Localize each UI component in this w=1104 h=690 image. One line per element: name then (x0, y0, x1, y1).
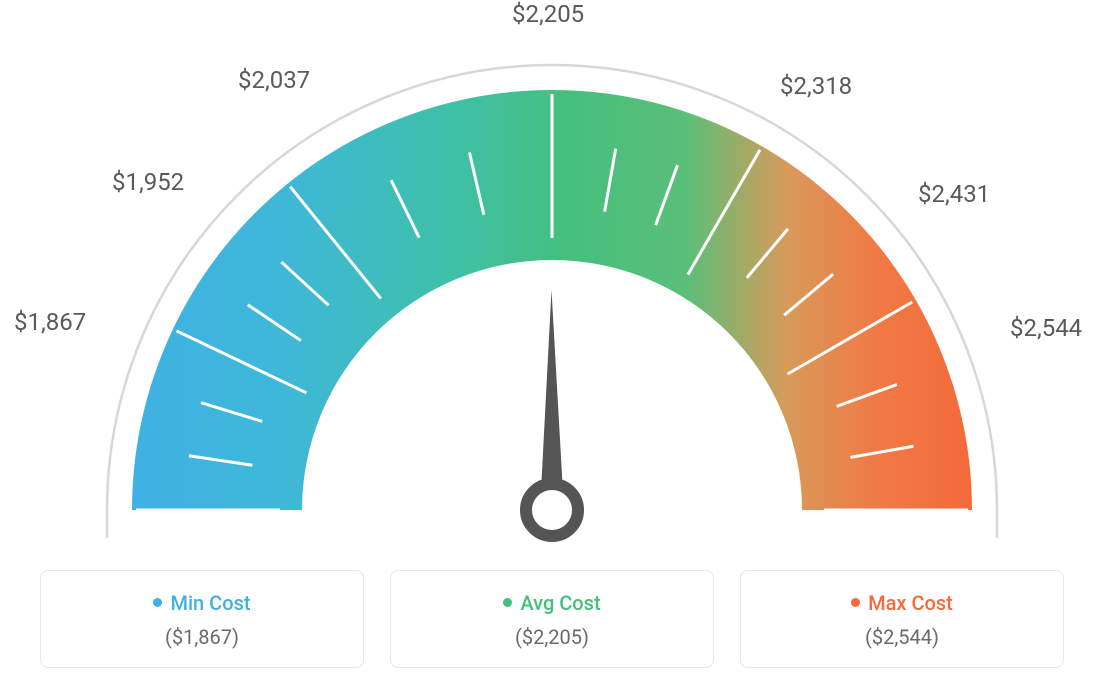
legend-title-avg: Avg Cost (407, 591, 697, 615)
legend-row: Min Cost ($1,867) Avg Cost ($2,205) Max … (40, 570, 1064, 668)
gauge-tick-label: $1,867 (14, 308, 86, 336)
legend-title-min: Min Cost (57, 591, 347, 615)
gauge-tick-label: $2,544 (1010, 314, 1082, 342)
legend-title-label: Avg Cost (520, 591, 600, 615)
legend-value-max: ($2,544) (757, 625, 1047, 649)
legend-value-avg: ($2,205) (407, 625, 697, 649)
legend-value-min: ($1,867) (57, 625, 347, 649)
gauge-chart: $1,867 $1,952 $2,037 $2,205 $2,318 $2,431 $2,5… (0, 0, 1104, 560)
legend-title-label: Min Cost (170, 591, 250, 615)
gauge-tick-label: $2,318 (780, 72, 852, 100)
gauge-svg (52, 20, 1052, 560)
dot-icon (153, 598, 162, 607)
legend-card-max: Max Cost ($2,544) (740, 570, 1064, 668)
gauge-tick-label: $1,952 (112, 168, 184, 196)
legend-title-label: Max Cost (868, 591, 953, 615)
legend-title-max: Max Cost (757, 591, 1047, 615)
gauge-needle (540, 290, 564, 510)
legend-card-avg: Avg Cost ($2,205) (390, 570, 714, 668)
dot-icon (503, 598, 512, 607)
legend-card-min: Min Cost ($1,867) (40, 570, 364, 668)
gauge-tick-label: $2,431 (918, 180, 990, 208)
gauge-hub (526, 484, 578, 536)
gauge-tick-label: $2,037 (238, 66, 310, 94)
gauge-tick-label: $2,205 (512, 0, 584, 28)
dot-icon (851, 598, 860, 607)
